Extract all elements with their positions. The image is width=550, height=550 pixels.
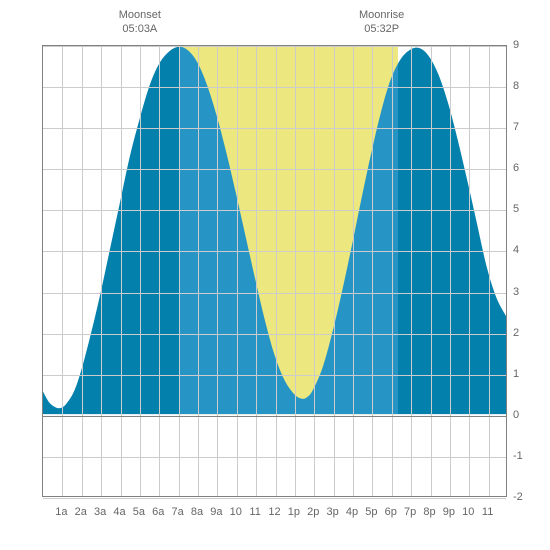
y-tick-label: 6 — [513, 162, 519, 174]
x-tick-label: 12 — [268, 506, 280, 518]
y-tick-label: 7 — [513, 121, 519, 133]
baseline — [43, 416, 506, 417]
grid-line-v — [140, 46, 141, 496]
x-tick-label: 6a — [152, 506, 164, 518]
grid-line-h — [43, 251, 506, 252]
y-tick-label: 4 — [513, 244, 519, 256]
grid-line-v — [372, 46, 373, 496]
annotation-title: Moonrise — [352, 8, 412, 22]
grid-line-v — [276, 46, 277, 496]
grid-line-h — [43, 46, 506, 47]
grid-line-v — [411, 46, 412, 496]
grid-line-h — [43, 457, 506, 458]
grid-line-h — [43, 169, 506, 170]
grid-line-v — [179, 46, 180, 496]
y-tick-label: 9 — [513, 39, 519, 51]
x-tick-label: 2a — [75, 506, 87, 518]
grid-line-v — [198, 46, 199, 496]
annotation-title: Moonset — [110, 8, 170, 22]
x-tick-label: 9p — [443, 506, 455, 518]
y-tick-label: 1 — [513, 368, 519, 380]
x-tick-label: 6p — [385, 506, 397, 518]
x-tick-label: 10 — [230, 506, 242, 518]
grid-line-h — [43, 87, 506, 88]
grid-line-v — [489, 46, 490, 496]
grid-line-h — [43, 293, 506, 294]
grid-line-v — [334, 46, 335, 496]
x-tick-label: 1p — [288, 506, 300, 518]
grid-line-v — [82, 46, 83, 496]
x-tick-label: 10 — [462, 506, 474, 518]
x-tick-label: 7a — [172, 506, 184, 518]
grid-line-v — [62, 46, 63, 496]
grid-line-v — [295, 46, 296, 496]
grid-line-v — [217, 46, 218, 496]
x-tick-label: 11 — [249, 506, 260, 518]
grid-line-v — [159, 46, 160, 496]
grid-line-h — [43, 210, 506, 211]
x-tick-label: 3a — [94, 506, 106, 518]
chart-curves — [43, 46, 506, 496]
x-tick-label: 4a — [113, 506, 125, 518]
annotation-time: 05:03A — [110, 22, 170, 36]
x-tick-label: 5a — [133, 506, 145, 518]
x-tick-label: 9a — [210, 506, 222, 518]
x-tick-label: 2p — [307, 506, 319, 518]
grid-line-h — [43, 334, 506, 335]
y-tick-label: 5 — [513, 203, 519, 215]
x-tick-label: 8a — [191, 506, 203, 518]
y-tick-label: -2 — [513, 491, 523, 503]
grid-line-v — [431, 46, 432, 496]
y-tick-label: 2 — [513, 327, 519, 339]
x-tick-label: 1a — [55, 506, 67, 518]
grid-line-v — [256, 46, 257, 496]
grid-line-v — [392, 46, 393, 496]
x-tick-label: 7p — [404, 506, 416, 518]
grid-line-v — [450, 46, 451, 496]
x-tick-label: 4p — [346, 506, 358, 518]
grid-line-h — [43, 128, 506, 129]
grid-line-h — [43, 375, 506, 376]
grid-line-v — [101, 46, 102, 496]
grid-line-v — [314, 46, 315, 496]
grid-line-v — [353, 46, 354, 496]
x-tick-label: 8p — [423, 506, 435, 518]
y-tick-label: -1 — [513, 450, 523, 462]
y-tick-label: 8 — [513, 80, 519, 92]
grid-line-v — [237, 46, 238, 496]
x-tick-label: 11 — [482, 506, 493, 518]
annotation-time: 05:32P — [352, 22, 412, 36]
x-tick-label: 3p — [327, 506, 339, 518]
moonrise-annotation: Moonrise05:32P — [352, 8, 412, 37]
grid-line-h — [43, 498, 506, 499]
grid-line-v — [469, 46, 470, 496]
plot-area — [42, 45, 507, 497]
x-tick-label: 5p — [365, 506, 377, 518]
moonset-annotation: Moonset05:03A — [110, 8, 170, 37]
y-tick-label: 3 — [513, 286, 519, 298]
grid-line-v — [121, 46, 122, 496]
tide-chart: -2-101234567891a2a3a4a5a6a7a8a9a1011121p… — [0, 0, 550, 550]
y-tick-label: 0 — [513, 409, 519, 421]
